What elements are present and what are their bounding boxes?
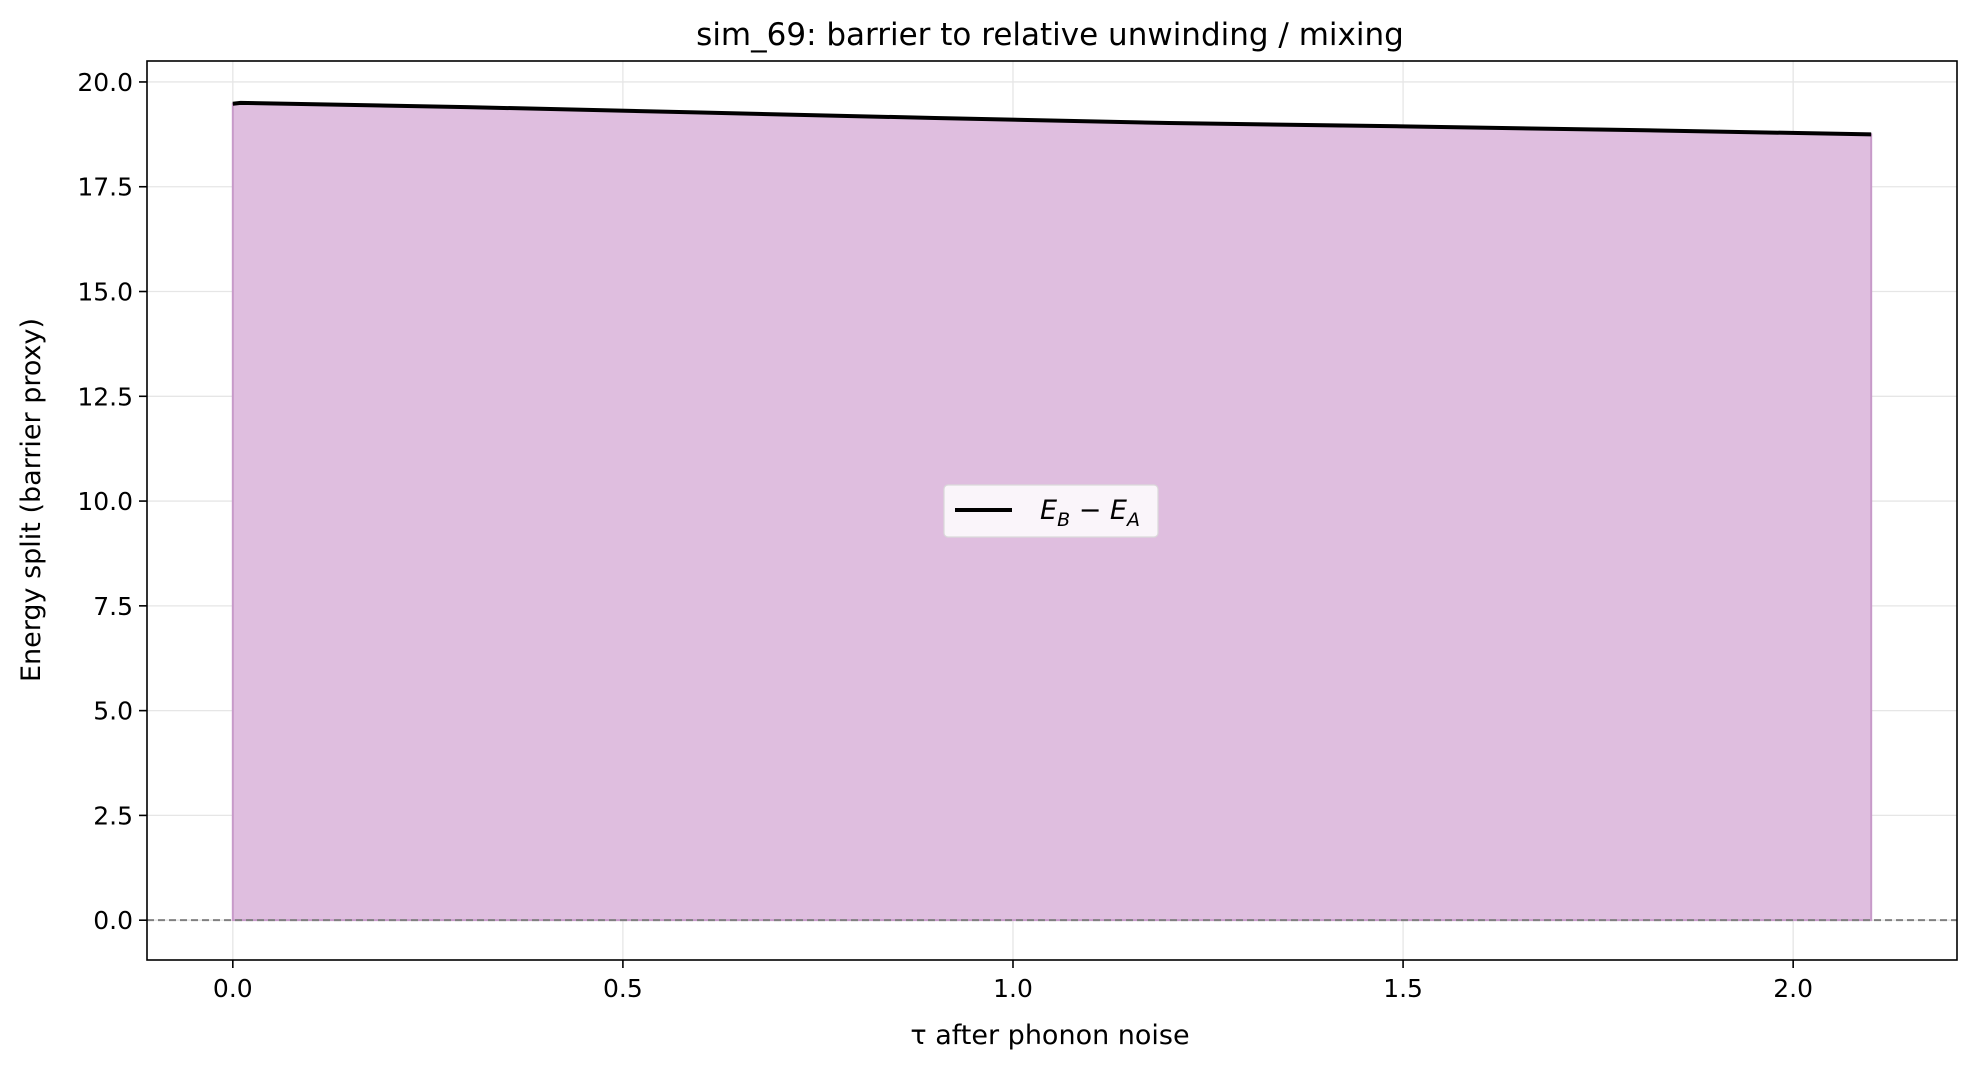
legend: EB − EA: [943, 484, 1159, 538]
y-axis-title: Energy split (barrier proxy): [16, 318, 47, 682]
y-tick-label: 2.5: [93, 801, 133, 830]
x-axis-ticks: 0.0 0.5 1.0 1.5 2.0: [213, 960, 1813, 1003]
series-line-layer: [232, 100, 1872, 137]
y-tick-label: 5.0: [93, 697, 133, 726]
y-tick-label: 7.5: [93, 592, 133, 621]
legend-box: [943, 484, 1159, 538]
series-line: [232, 100, 1872, 137]
plot-frame: [146, 60, 1958, 961]
x-tick-label: 0.5: [603, 974, 643, 1003]
legend-label: EB − EA: [1040, 495, 1140, 531]
y-tick-label: 10.0: [77, 487, 133, 516]
legend-label-mid: − E: [1070, 495, 1127, 526]
legend-label-sub2: A: [1125, 509, 1140, 531]
y-tick-label: 15.0: [77, 278, 133, 307]
y-tick-label: 0.0: [93, 906, 133, 935]
x-tick-label: 0.0: [213, 974, 253, 1003]
legend-label-base: E: [1040, 495, 1057, 526]
x-tick-label: 1.0: [993, 974, 1033, 1003]
chart-title: sim_69: barrier to relative unwinding / …: [696, 17, 1404, 53]
y-tick-label: 12.5: [77, 382, 133, 411]
x-axis-title: τ after phonon noise: [910, 1020, 1189, 1051]
y-axis-ticks: 0.0 2.5 5.0 7.5 10.0 12.5 15.0 17.5 20.0: [77, 68, 147, 935]
x-tick-label: 2.0: [1773, 974, 1813, 1003]
legend-label-sub1: B: [1057, 509, 1070, 531]
x-tick-label: 1.5: [1383, 974, 1423, 1003]
y-tick-label: 17.5: [77, 173, 133, 202]
y-tick-label: 20.0: [77, 68, 133, 97]
